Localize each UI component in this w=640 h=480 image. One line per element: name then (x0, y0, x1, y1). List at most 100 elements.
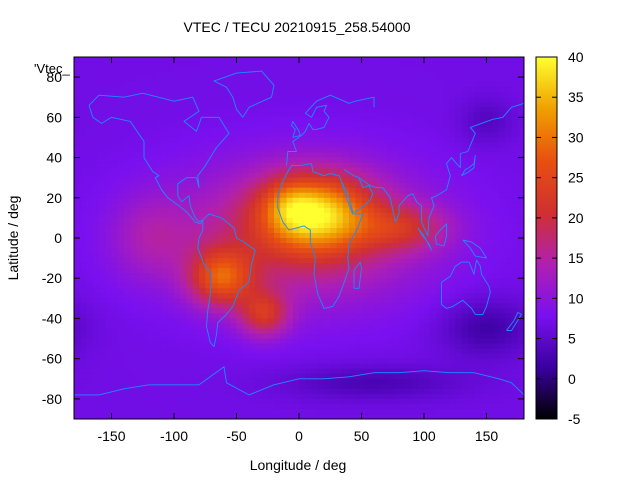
heatmap-cell (361, 112, 369, 118)
heatmap-cell (374, 358, 381, 365)
heatmap-cell (436, 152, 444, 158)
heatmap-cell (155, 227, 162, 234)
heatmap-cell (461, 187, 469, 194)
heatmap-cell (205, 258, 212, 264)
heatmap-cell (280, 238, 287, 244)
heatmap-cell (499, 217, 506, 224)
heatmap-cell (192, 97, 200, 103)
heatmap-cell (80, 253, 87, 259)
heatmap-cell (174, 222, 181, 229)
heatmap-cell (399, 313, 406, 319)
heatmap-cell (205, 293, 212, 299)
heatmap-cell (230, 378, 237, 385)
heatmap-cell (392, 293, 400, 299)
heatmap-cell (74, 77, 81, 83)
heatmap-cell (99, 333, 106, 339)
heatmap-cell (492, 172, 500, 179)
heatmap-cell (174, 212, 181, 219)
heatmap-cell (267, 243, 275, 249)
heatmap-cell (511, 318, 519, 324)
heatmap-cell (430, 343, 437, 350)
heatmap-cell (149, 92, 156, 98)
heatmap-cell (299, 353, 306, 360)
heatmap-cell (442, 363, 450, 370)
heatmap-cell (211, 303, 219, 309)
heatmap-cell (99, 403, 106, 410)
heatmap-cell (399, 368, 406, 375)
heatmap-cell (130, 157, 137, 163)
heatmap-cell (324, 328, 331, 334)
heatmap-cell (430, 248, 437, 254)
heatmap-cell (155, 67, 162, 73)
heatmap-cell (486, 187, 494, 194)
heatmap-cell (142, 293, 150, 299)
heatmap-cell (311, 243, 319, 249)
heatmap-cell (267, 97, 275, 103)
heatmap-cell (99, 167, 106, 174)
heatmap-cell (155, 192, 162, 199)
heatmap-cell (211, 197, 219, 204)
heatmap-cell (180, 243, 187, 249)
heatmap-cell (486, 313, 494, 319)
heatmap-cell (461, 293, 469, 299)
heatmap-cell (461, 132, 469, 138)
heatmap-cell (199, 162, 206, 169)
heatmap-cell (230, 303, 237, 309)
heatmap-cell (255, 182, 262, 189)
heatmap-cell (417, 122, 425, 128)
heatmap-cell (149, 403, 156, 410)
heatmap-cell (480, 248, 487, 254)
heatmap-cell (99, 162, 106, 169)
heatmap-cell (167, 328, 175, 334)
heatmap-cell (449, 298, 456, 304)
heatmap-cell (336, 268, 344, 274)
heatmap-cell (399, 147, 406, 153)
heatmap-cell (467, 283, 475, 289)
heatmap-cell (386, 343, 394, 350)
heatmap-cell (417, 368, 425, 375)
heatmap-cell (255, 107, 262, 113)
heatmap-cell (361, 373, 369, 380)
heatmap-cell (499, 393, 506, 400)
heatmap-cell (330, 77, 337, 83)
heatmap-cell (274, 102, 281, 108)
heatmap-cell (330, 132, 337, 138)
heatmap-cell (330, 258, 337, 264)
heatmap-cell (492, 303, 500, 309)
heatmap-cell (474, 288, 481, 294)
heatmap-cell (274, 388, 281, 395)
heatmap-cell (117, 398, 125, 405)
heatmap-cell (374, 212, 381, 219)
heatmap-cell (355, 283, 362, 289)
heatmap-cell (505, 212, 512, 219)
heatmap-cell (467, 212, 475, 219)
heatmap-cell (111, 338, 119, 344)
heatmap-cell (430, 132, 437, 138)
heatmap-cell (274, 383, 281, 390)
heatmap-cell (80, 187, 87, 194)
heatmap-cell (405, 157, 412, 163)
heatmap-cell (155, 278, 162, 284)
heatmap-cell (355, 308, 362, 314)
heatmap-cell (449, 227, 456, 234)
heatmap-cell (111, 87, 119, 93)
heatmap-cell (486, 222, 494, 229)
heatmap-cell (224, 82, 231, 88)
heatmap-cell (486, 202, 494, 209)
heatmap-cell (405, 253, 412, 259)
heatmap-cell (99, 137, 106, 143)
heatmap-cell (436, 77, 444, 83)
heatmap-cell (399, 273, 406, 279)
heatmap-cell (136, 187, 144, 194)
heatmap-cell (492, 222, 500, 229)
heatmap-cell (424, 378, 431, 385)
heatmap-cell (249, 122, 256, 128)
heatmap-cell (511, 283, 519, 289)
heatmap-cell (411, 182, 419, 189)
heatmap-cell (386, 62, 394, 68)
heatmap-cell (161, 127, 169, 133)
heatmap-cell (80, 127, 87, 133)
heatmap-cell (242, 263, 250, 269)
heatmap-cell (74, 197, 81, 204)
heatmap-cell (324, 67, 331, 73)
